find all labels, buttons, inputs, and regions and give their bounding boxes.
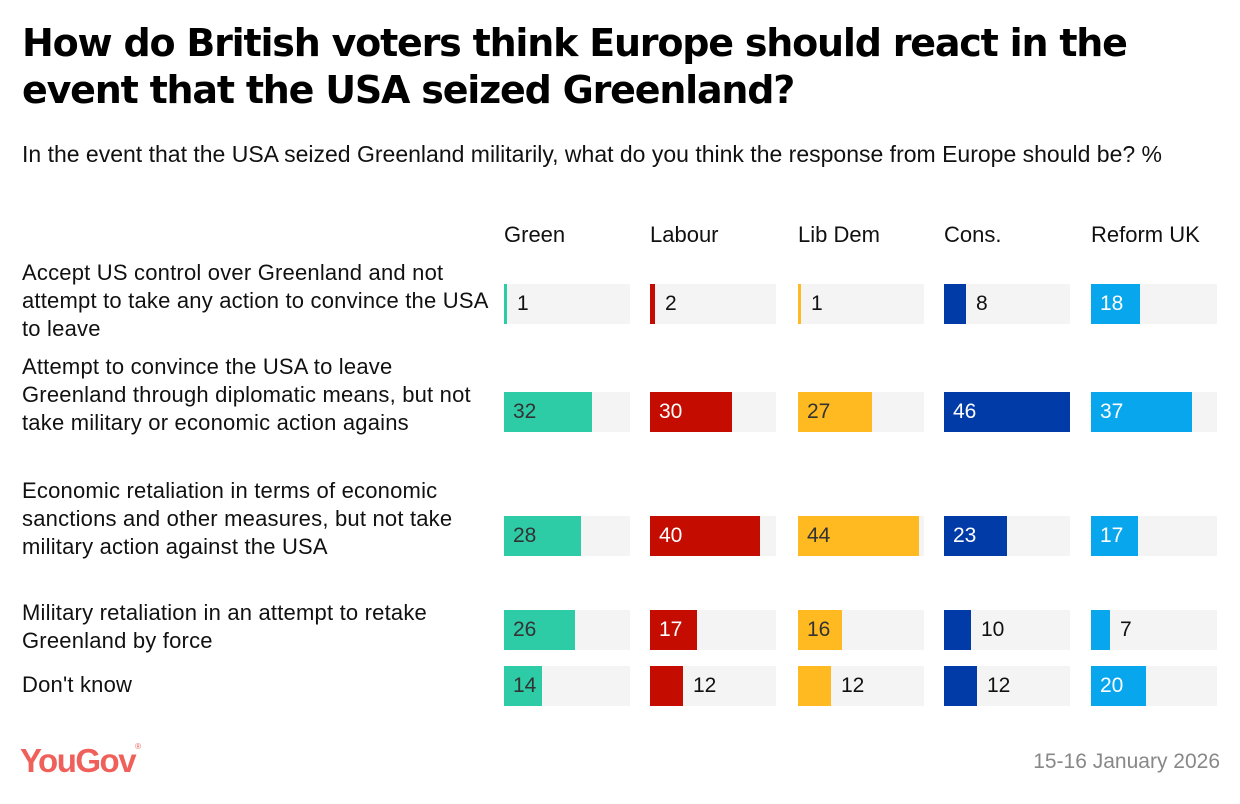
bar-track: 23 bbox=[944, 516, 1070, 556]
bar bbox=[504, 284, 507, 324]
bar-track: 12 bbox=[944, 666, 1070, 706]
fieldwork-date: 15-16 January 2026 bbox=[1033, 750, 1220, 773]
data-label: 12 bbox=[693, 674, 717, 697]
bar-track: 12 bbox=[650, 666, 776, 706]
bar bbox=[944, 284, 966, 324]
data-label: 30 bbox=[659, 400, 683, 423]
bar-track: 17 bbox=[650, 610, 776, 650]
bar-track: 8 bbox=[944, 284, 1070, 324]
bar-track: 44 bbox=[798, 516, 924, 556]
data-label: 12 bbox=[841, 674, 865, 697]
bar bbox=[798, 392, 872, 432]
data-label: 40 bbox=[659, 524, 683, 547]
column-header-reform-uk: Reform UK bbox=[1091, 222, 1200, 247]
bar-track: 28 bbox=[504, 516, 630, 556]
data-label: 32 bbox=[513, 400, 537, 423]
column-header-lib-dem: Lib Dem bbox=[798, 222, 880, 247]
bar-track: 1 bbox=[504, 284, 630, 324]
data-label: 2 bbox=[665, 292, 677, 315]
row-label: Attempt to convince the USA to leave Gre… bbox=[22, 354, 471, 435]
data-label: 23 bbox=[953, 524, 977, 547]
row-label: Economic retaliation in terms of economi… bbox=[22, 478, 453, 559]
data-label: 17 bbox=[1100, 524, 1124, 547]
bar bbox=[1091, 610, 1110, 650]
bar bbox=[650, 610, 697, 650]
bar bbox=[650, 516, 760, 556]
bar bbox=[1091, 516, 1138, 556]
bar-track: 40 bbox=[650, 516, 776, 556]
data-label: 37 bbox=[1100, 400, 1124, 423]
bar bbox=[798, 516, 919, 556]
data-label: 17 bbox=[659, 618, 683, 641]
bar bbox=[504, 610, 575, 650]
bar-track: 18 bbox=[1091, 284, 1217, 324]
bar bbox=[798, 666, 831, 706]
column-header-labour: Labour bbox=[650, 222, 719, 247]
bar-track: 30 bbox=[650, 392, 776, 432]
bar bbox=[504, 392, 592, 432]
bar-track: 20 bbox=[1091, 666, 1217, 706]
bar bbox=[944, 392, 1070, 432]
bar-track: 10 bbox=[944, 610, 1070, 650]
row-label: Accept US control over Greenland and not… bbox=[22, 260, 488, 341]
bar-track: 46 bbox=[944, 392, 1070, 432]
data-label: 1 bbox=[811, 292, 823, 315]
bar bbox=[504, 516, 581, 556]
data-label: 12 bbox=[987, 674, 1011, 697]
row-label: Military retaliation in an attempt to re… bbox=[22, 600, 427, 653]
bar bbox=[650, 284, 655, 324]
data-label: 10 bbox=[981, 618, 1005, 641]
bar bbox=[650, 666, 683, 706]
bar bbox=[944, 610, 971, 650]
bar bbox=[1091, 284, 1140, 324]
row-label: Don't know bbox=[22, 672, 133, 697]
data-label: 14 bbox=[513, 674, 537, 697]
data-label: 26 bbox=[513, 618, 537, 641]
data-label: 18 bbox=[1100, 292, 1124, 315]
bar bbox=[944, 666, 977, 706]
registered-mark: ® bbox=[135, 742, 141, 751]
data-label: 1 bbox=[517, 292, 529, 315]
bar bbox=[944, 516, 1007, 556]
bar-track: 12 bbox=[798, 666, 924, 706]
data-label: 16 bbox=[807, 618, 831, 641]
data-label: 28 bbox=[513, 524, 537, 547]
bar-track: 1 bbox=[798, 284, 924, 324]
bar-track: 32 bbox=[504, 392, 630, 432]
bar bbox=[798, 610, 842, 650]
bar-track: 2 bbox=[650, 284, 776, 324]
bar bbox=[504, 666, 542, 706]
bar-track: 27 bbox=[798, 392, 924, 432]
bar-track: 16 bbox=[798, 610, 924, 650]
column-header-cons: Cons. bbox=[944, 222, 1002, 247]
data-label: 20 bbox=[1100, 674, 1124, 697]
bar-track: 17 bbox=[1091, 516, 1217, 556]
chart-subtitle: In the event that the USA seized Greenla… bbox=[22, 141, 1163, 167]
bar bbox=[650, 392, 732, 432]
data-label: 7 bbox=[1120, 618, 1132, 641]
bar-track: 37 bbox=[1091, 392, 1217, 432]
yougov-logo: YouGov® bbox=[20, 742, 141, 780]
bar-track: 7 bbox=[1091, 610, 1217, 650]
bar bbox=[798, 284, 801, 324]
bar-track: 26 bbox=[504, 610, 630, 650]
data-label: 8 bbox=[976, 292, 988, 315]
column-header-green: Green bbox=[504, 222, 566, 247]
data-label: 27 bbox=[807, 400, 831, 423]
bar bbox=[1091, 392, 1192, 432]
bar bbox=[1091, 666, 1146, 706]
data-label: 46 bbox=[953, 400, 977, 423]
logo-text: YouGov bbox=[20, 742, 137, 779]
bar-track: 14 bbox=[504, 666, 630, 706]
data-label: 44 bbox=[807, 524, 831, 547]
chart-title: How do British voters think Europe shoul… bbox=[22, 21, 1128, 112]
